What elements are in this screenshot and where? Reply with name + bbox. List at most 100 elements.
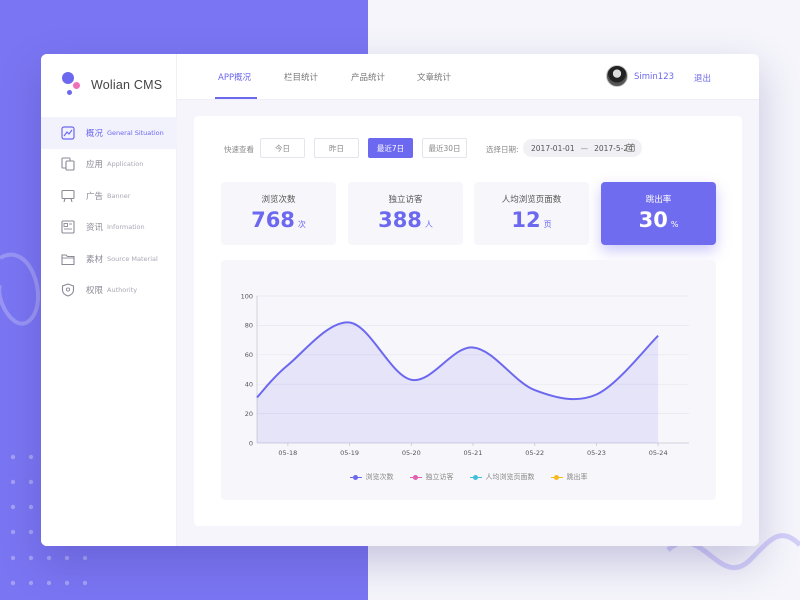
x-tick-label: 05-22 bbox=[525, 449, 544, 457]
sidebar-nav: 概况 General Situation 应用 Application 广告 Banner… bbox=[41, 117, 177, 306]
chart-panel: 0 20 40 60 80 100 05-18 05-19 05-20 05-21 05-22 05-… bbox=[221, 260, 716, 500]
stat-value: 388 bbox=[378, 208, 422, 232]
chart-legend: 浏览次数 独立访客 人均浏览页面数 跳出率 bbox=[221, 472, 716, 482]
calendar-icon bbox=[626, 143, 635, 152]
x-tick-label: 05-23 bbox=[587, 449, 606, 457]
series-area bbox=[257, 322, 659, 443]
sidebar-item-sublabel: General Situation bbox=[107, 128, 164, 137]
sidebar: Wolian CMS 概况 General Situation 应用 Applicat… bbox=[41, 54, 177, 546]
sidebar-item-label: 概况 bbox=[86, 128, 104, 139]
sidebar-item-general-situation[interactable]: 概况 General Situation bbox=[41, 117, 177, 149]
stat-value: 12 bbox=[511, 208, 541, 232]
app-window: Wolian CMS 概况 General Situation 应用 Applicat… bbox=[41, 54, 759, 546]
sidebar-item-sublabel: Application bbox=[107, 160, 144, 169]
series-line bbox=[256, 321, 659, 401]
legend-item[interactable]: 跳出率 bbox=[550, 472, 588, 482]
stat-card-pages-per-user: 人均浏览页面数 12 页 bbox=[474, 182, 589, 245]
y-tick-label: 20 bbox=[245, 410, 253, 418]
legend-item[interactable]: 浏览次数 bbox=[349, 472, 394, 482]
sidebar-item-sublabel: Source Material bbox=[107, 254, 158, 263]
x-tick-label: 05-18 bbox=[278, 449, 297, 457]
sidebar-item-label: 应用 bbox=[86, 160, 104, 171]
stat-unit: 人 bbox=[424, 220, 433, 229]
app-copy-icon bbox=[61, 157, 75, 171]
quick-last7-button[interactable]: 最近7日 bbox=[368, 138, 413, 158]
app-logo: Wolian CMS bbox=[59, 70, 179, 104]
sidebar-item-label: 权限 bbox=[86, 286, 104, 297]
tab-article-stats[interactable]: 文章统计 bbox=[417, 73, 452, 83]
date-from: 2017-01-01 bbox=[531, 143, 575, 153]
legend-marker-icon bbox=[550, 474, 563, 480]
x-tick-label: 05-20 bbox=[402, 449, 421, 457]
quick-today-button[interactable]: 今日 bbox=[260, 138, 305, 158]
legend-label: 跳出率 bbox=[566, 473, 588, 481]
legend-marker-icon bbox=[349, 474, 362, 480]
x-tick-label: 05-21 bbox=[464, 449, 483, 457]
stat-card-page-views: 浏览次数 768 次 bbox=[221, 182, 336, 245]
main-area: APP概况 栏目统计 产品统计 文章统计 Simin123 退出 快速查看 今日… bbox=[177, 54, 759, 546]
logo-dot-icon bbox=[73, 82, 80, 89]
app-title: Wolian CMS bbox=[91, 78, 163, 92]
sidebar-item-label: 素材 bbox=[86, 254, 104, 265]
billboard-icon bbox=[61, 189, 75, 202]
logout-button[interactable]: 退出 bbox=[694, 74, 712, 84]
y-tick-label: 60 bbox=[245, 351, 253, 359]
tab-product-stats[interactable]: 产品统计 bbox=[351, 73, 386, 83]
line-area-chart: 0 20 40 60 80 100 05-18 05-19 05-20 05-21 05-22 05-… bbox=[241, 292, 689, 457]
user-name[interactable]: Simin123 bbox=[634, 72, 675, 82]
legend-label: 人均浏览页面数 bbox=[485, 473, 535, 481]
sidebar-item-sublabel: Authority bbox=[107, 286, 138, 295]
legend-marker-icon bbox=[469, 474, 482, 480]
news-icon bbox=[61, 220, 75, 234]
sidebar-item-sublabel: Banner bbox=[107, 191, 131, 200]
date-separator: — bbox=[580, 143, 589, 153]
legend-item[interactable]: 人均浏览页面数 bbox=[469, 472, 535, 482]
legend-label: 浏览次数 bbox=[365, 473, 394, 481]
y-tick-label: 0 bbox=[249, 439, 253, 447]
date-label: 选择日期: bbox=[486, 145, 519, 154]
stat-unit: % bbox=[670, 220, 679, 229]
x-tick-label: 05-19 bbox=[340, 449, 359, 457]
shield-icon bbox=[61, 283, 75, 297]
dashboard-content: 快速查看 今日 昨日 最近7日 最近30日 选择日期: 2017-01-01 —… bbox=[194, 116, 742, 526]
y-tick-label: 80 bbox=[245, 322, 253, 330]
active-tab-indicator bbox=[215, 97, 257, 99]
sidebar-item-source-material[interactable]: 素材 Source Material bbox=[41, 243, 177, 275]
tab-column-stats[interactable]: 栏目统计 bbox=[284, 73, 319, 83]
quick-view-label: 快速查看 bbox=[224, 145, 254, 154]
stat-card-unique-visitors: 独立访客 388 人 bbox=[348, 182, 463, 245]
logo-dot-icon bbox=[62, 72, 74, 84]
stat-label: 独立访客 bbox=[388, 195, 423, 205]
sidebar-item-label: 资讯 bbox=[86, 223, 104, 234]
sidebar-item-authority[interactable]: 权限 Authority bbox=[41, 275, 177, 307]
stat-card-bounce-rate[interactable]: 跳出率 30% bbox=[601, 182, 716, 245]
legend-item[interactable]: 独立访客 bbox=[409, 472, 454, 482]
logo-dot-icon bbox=[67, 90, 72, 95]
tab-app-overview[interactable]: APP概况 bbox=[218, 73, 252, 83]
chart-line-icon bbox=[61, 126, 75, 140]
top-bar: APP概况 栏目统计 产品统计 文章统计 Simin123 退出 bbox=[177, 54, 759, 100]
x-tick-label: 05-24 bbox=[649, 449, 668, 457]
stat-unit: 页 bbox=[543, 220, 552, 229]
y-tick-label: 40 bbox=[245, 381, 253, 389]
folder-icon bbox=[61, 254, 75, 265]
legend-marker-icon bbox=[409, 474, 422, 480]
sidebar-item-label: 广告 bbox=[86, 191, 104, 202]
sidebar-item-sublabel: Information bbox=[107, 223, 145, 232]
stat-unit: 次 bbox=[297, 220, 306, 229]
avatar[interactable] bbox=[606, 65, 628, 87]
date-to: 2017-5-24 bbox=[594, 143, 633, 153]
sidebar-item-information[interactable]: 资讯 Information bbox=[41, 212, 177, 244]
stat-label: 人均浏览页面数 bbox=[501, 195, 562, 205]
legend-label: 独立访客 bbox=[425, 473, 454, 481]
quick-last30-button[interactable]: 最近30日 bbox=[422, 138, 467, 158]
y-tick-label: 100 bbox=[241, 292, 253, 300]
stat-label: 浏览次数 bbox=[261, 195, 296, 205]
stat-label: 跳出率 bbox=[645, 195, 672, 205]
date-range-picker[interactable]: 2017-01-01 — 2017-5-24 bbox=[523, 139, 642, 157]
stat-value: 30 bbox=[638, 208, 668, 232]
sidebar-item-application[interactable]: 应用 Application bbox=[41, 149, 177, 181]
quick-yesterday-button[interactable]: 昨日 bbox=[314, 138, 359, 158]
stat-value: 768 bbox=[251, 208, 295, 232]
sidebar-item-banner[interactable]: 广告 Banner bbox=[41, 180, 177, 212]
